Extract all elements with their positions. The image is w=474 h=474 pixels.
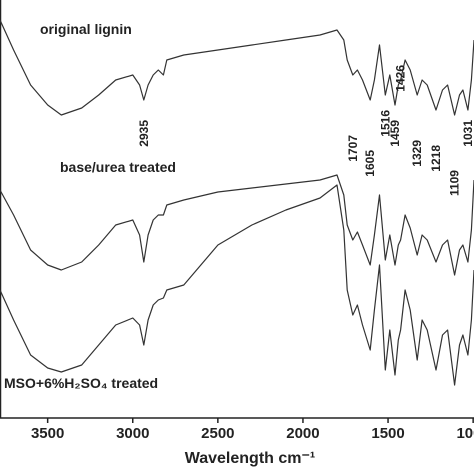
- peak-label: 1426: [394, 65, 408, 92]
- x-axis-label: Wavelength cm⁻¹: [185, 450, 316, 467]
- peak-label: 1109: [448, 170, 462, 196]
- x-tick-label: 3000: [116, 425, 149, 442]
- x-tick-label: 3500: [31, 425, 64, 442]
- series-label: original lignin: [40, 21, 132, 37]
- peak-label: 1516: [378, 110, 392, 137]
- series-label: base/urea treated: [60, 159, 176, 175]
- spectrum-line: [0, 19, 474, 116]
- peak-label: 1218: [429, 145, 443, 172]
- peak-label: 1707: [346, 135, 360, 162]
- series-label: MSO+6%H₂SO₄ treated: [4, 375, 158, 391]
- spectrum-line: [0, 184, 474, 386]
- peak-label: 1329: [410, 140, 424, 167]
- spectrum-line: [0, 174, 474, 276]
- peak-label: 1031: [461, 120, 474, 147]
- x-tick-label: 1500: [371, 425, 404, 442]
- x-tick-label: 2500: [201, 425, 234, 442]
- x-tick-label: 1000: [456, 425, 474, 442]
- peak-label: 1459: [388, 120, 402, 147]
- peak-label: 2935: [137, 120, 151, 147]
- x-tick-label: 2000: [286, 425, 319, 442]
- peak-label: 1605: [363, 150, 377, 177]
